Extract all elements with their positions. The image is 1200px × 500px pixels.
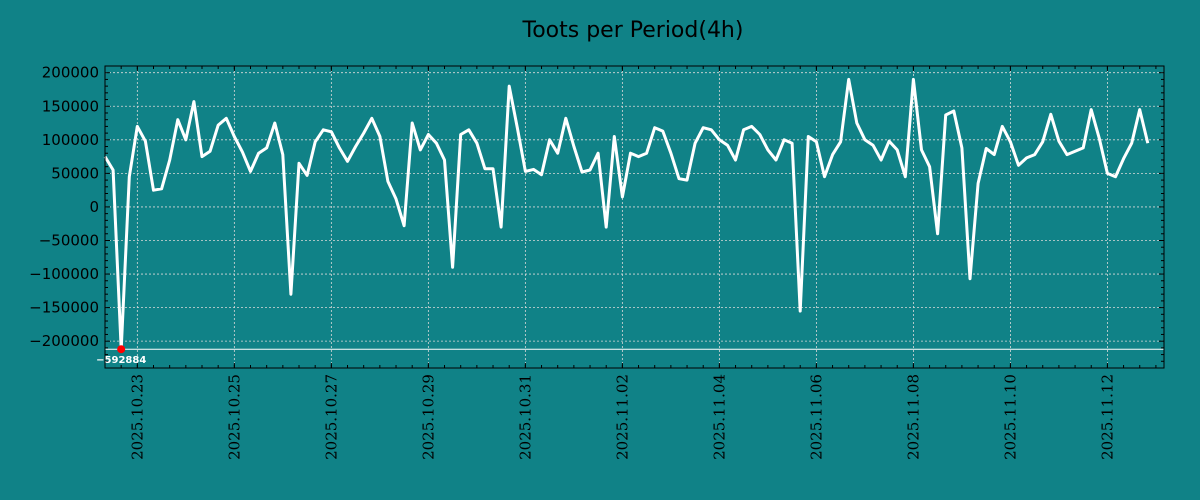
series-line bbox=[103, 77, 1150, 351]
x-tick-label: 2025.11.08 bbox=[904, 374, 922, 460]
ticks-layer: 200000 150000 100000 50000 0 −50000 −100000 −15… bbox=[29, 64, 1164, 460]
x-tick-label: 2025.10.31 bbox=[516, 374, 534, 460]
x-tick-label: 2025.10.25 bbox=[225, 374, 243, 460]
min-marker bbox=[117, 345, 126, 354]
x-tick-label: 2025.10.23 bbox=[128, 374, 146, 460]
x-tick-label: 2025.10.27 bbox=[322, 374, 340, 460]
chart-title: Toots per Period(4h) bbox=[522, 18, 744, 43]
x-tick-label: 2025.11.12 bbox=[1098, 374, 1116, 460]
y-tick-label: −50000 bbox=[39, 231, 99, 249]
x-tick-label: 2025.10.29 bbox=[419, 374, 437, 460]
y-tick-label: 200000 bbox=[42, 64, 99, 82]
y-tick-label: −100000 bbox=[29, 265, 99, 283]
plot-frame bbox=[104, 65, 1165, 369]
y-tick-label: 50000 bbox=[51, 164, 99, 182]
line-layer: −592884 bbox=[96, 77, 1164, 366]
y-tick-label: −150000 bbox=[29, 299, 99, 317]
x-tick-label: 2025.11.10 bbox=[1001, 374, 1019, 460]
y-tick-label: −200000 bbox=[29, 332, 99, 350]
y-tick-label: 0 bbox=[89, 198, 99, 216]
min-marker-label: −592884 bbox=[96, 355, 146, 366]
grid-layer bbox=[105, 66, 1164, 368]
x-tick-label: 2025.11.04 bbox=[710, 374, 728, 460]
x-tick-label: 2025.11.02 bbox=[613, 374, 631, 460]
x-tick-label: 2025.11.06 bbox=[807, 374, 825, 460]
y-tick-label: 150000 bbox=[42, 97, 99, 115]
y-tick-label: 100000 bbox=[42, 131, 99, 149]
